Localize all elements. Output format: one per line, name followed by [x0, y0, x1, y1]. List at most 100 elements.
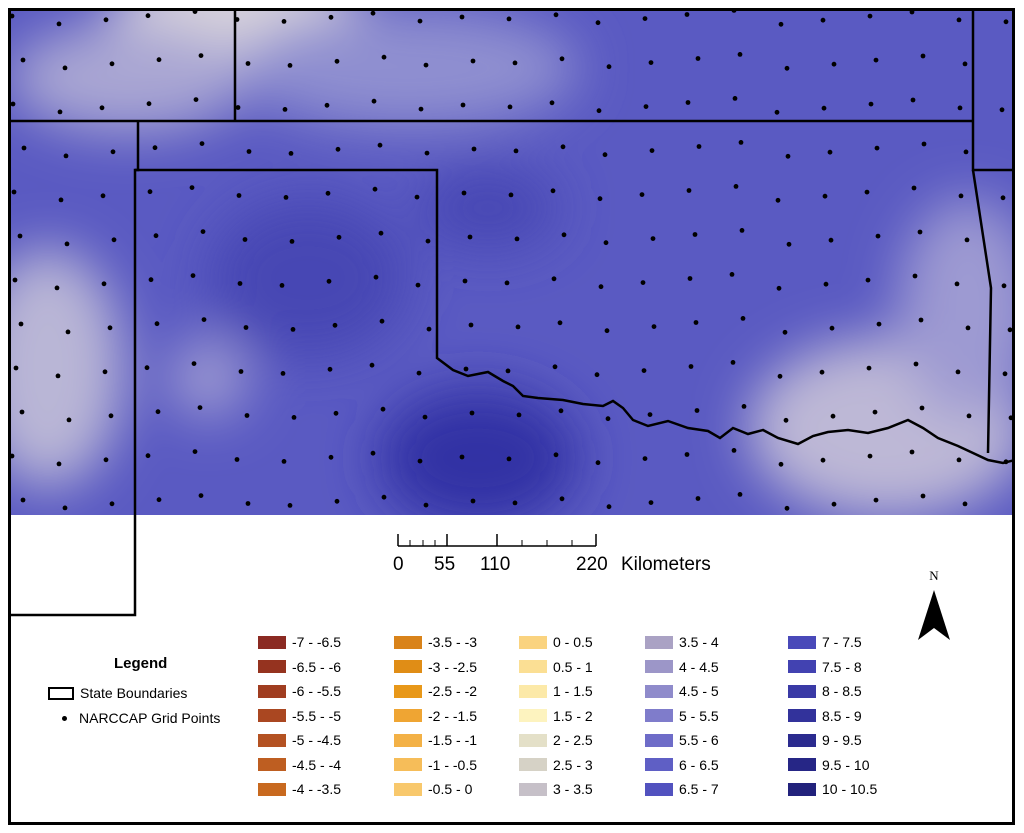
grid-point — [425, 238, 431, 244]
grid-point — [12, 277, 18, 283]
legend-class-item: 3.5 - 4 — [645, 630, 719, 655]
grid-point — [1003, 19, 1009, 25]
grid-point — [325, 190, 331, 196]
grid-point — [1007, 327, 1012, 333]
grid-point — [598, 284, 604, 290]
legend-state-boundaries-label: State Boundaries — [80, 685, 188, 701]
grid-point — [327, 366, 333, 372]
grid-point — [910, 97, 916, 103]
legend-class-item: -2.5 - -2 — [394, 679, 477, 704]
grid-point — [606, 64, 612, 70]
grid-point — [279, 283, 285, 288]
grid-point — [11, 101, 16, 107]
grid-point — [371, 98, 377, 104]
grid-point — [154, 321, 160, 327]
legend-class-label: 0.5 - 1 — [553, 658, 593, 675]
scale-bar: 0 55 110 220 Kilometers — [390, 528, 750, 578]
grid-point — [640, 280, 646, 285]
boundary-line — [135, 168, 1012, 465]
grid-point — [152, 145, 158, 151]
grid-point — [513, 148, 519, 154]
legend-swatch — [645, 758, 673, 772]
grid-point — [334, 498, 340, 504]
grid-point — [103, 17, 109, 23]
grid-point — [958, 193, 964, 199]
grid-point — [867, 453, 873, 459]
legend-class-label: 0 - 0.5 — [553, 634, 593, 651]
grid-point — [470, 498, 476, 504]
field-gradients — [11, 11, 1012, 515]
grid-point — [740, 316, 746, 321]
grid-point — [829, 325, 835, 331]
grid-point — [920, 53, 926, 59]
legend-class-item: 9.5 - 10 — [788, 753, 877, 778]
grid-point — [874, 145, 880, 151]
grid-point — [111, 237, 117, 243]
legend-class-label: -3 - -2.5 — [428, 658, 478, 675]
grid-point — [696, 144, 702, 149]
grid-point — [20, 497, 26, 503]
grid-point — [552, 364, 558, 370]
scale-tick-label: 110 — [480, 554, 511, 575]
grid-point — [819, 369, 825, 375]
scale-bar-ruler — [397, 534, 597, 547]
grid-point — [911, 185, 917, 191]
legend-class-label: -2 - -1.5 — [428, 707, 478, 724]
legend-class-item: 1 - 1.5 — [519, 679, 593, 704]
grid-point — [783, 417, 789, 423]
grid-point — [692, 232, 698, 237]
legend-class-label: -6 - -5.5 — [292, 683, 342, 700]
grid-point — [962, 501, 968, 507]
grid-point — [550, 188, 556, 194]
grid-point — [918, 317, 924, 323]
legend-class-item: -5 - -4.5 — [258, 728, 341, 753]
legend-grid-points: NARCCAP Grid Points — [48, 710, 220, 726]
grid-point — [62, 65, 68, 71]
grid-point — [920, 493, 926, 499]
grid-point — [688, 364, 694, 369]
grid-point — [101, 281, 107, 287]
legend-class-label: 9 - 9.5 — [822, 732, 862, 749]
legend-class-column: 3.5 - 4 4 - 4.5 4.5 - 5 5 - 5.5 5.5 - 6 6 - 6… — [645, 630, 719, 802]
grid-point — [236, 193, 242, 198]
grid-point — [423, 502, 429, 508]
grid-point — [685, 100, 691, 105]
grid-point — [597, 196, 603, 202]
grid-point — [56, 21, 62, 27]
boundary-symbol — [48, 686, 74, 700]
legend-swatch — [394, 684, 422, 698]
grid-point — [778, 21, 784, 27]
grid-point — [912, 273, 918, 279]
grid-point — [1001, 283, 1007, 289]
grid-point — [287, 63, 293, 68]
legend-swatch — [394, 709, 422, 723]
grid-point — [54, 285, 60, 291]
grid-point — [695, 56, 701, 61]
grid-point — [741, 404, 747, 409]
grid-point — [414, 194, 420, 200]
grid-point — [603, 240, 609, 246]
grid-point — [468, 322, 474, 328]
grid-point — [954, 281, 960, 287]
grid-point — [917, 229, 923, 235]
grid-point — [738, 140, 744, 145]
legend-class-item: -1.5 - -1 — [394, 728, 477, 753]
grid-point — [459, 14, 465, 20]
grid-point — [244, 413, 250, 418]
legend-class-label: -5 - -4.5 — [292, 732, 342, 749]
grid-point — [290, 327, 296, 332]
grid-point — [684, 12, 690, 17]
legend-class-item: 3 - 3.5 — [519, 777, 593, 802]
legend-class-item: 2.5 - 3 — [519, 753, 593, 778]
grid-point — [865, 277, 871, 283]
grid-point — [642, 456, 648, 461]
grid-point — [821, 105, 827, 111]
grid-point — [280, 371, 286, 376]
legend-class-label: -5.5 - -5 — [292, 707, 342, 724]
grid-point — [553, 452, 559, 458]
grid-point — [506, 456, 512, 462]
grid-point — [647, 412, 653, 417]
grid-point — [238, 369, 244, 374]
grid-point — [243, 325, 249, 330]
legend-class-label: 6.5 - 7 — [679, 781, 719, 798]
